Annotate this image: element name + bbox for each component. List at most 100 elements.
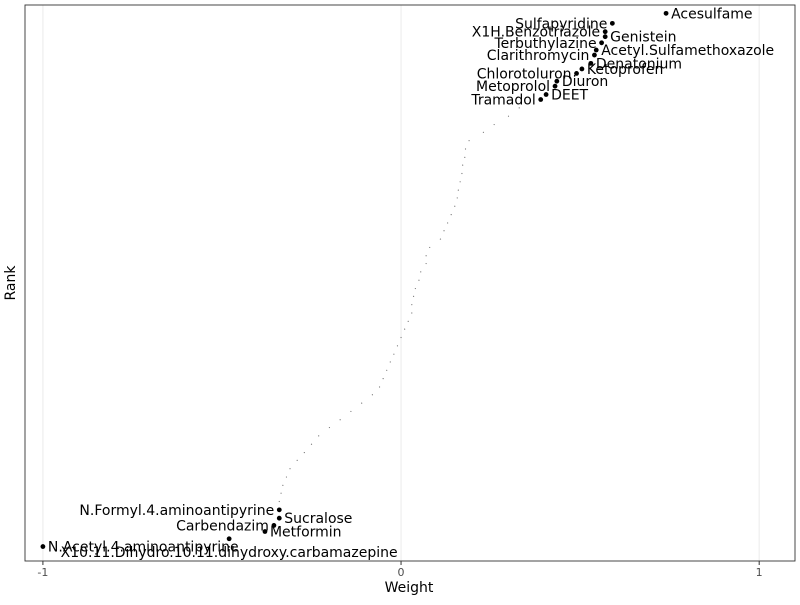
point-label: Sulfapyridine <box>515 16 607 32</box>
point-label: Acetyl.Sulfamethoxazole <box>601 43 774 59</box>
minor-point <box>303 451 305 454</box>
data-point <box>276 507 282 513</box>
minor-point <box>378 386 381 388</box>
x-axis: -1 0 1 <box>37 561 763 579</box>
point-label: Denatonium <box>596 56 682 72</box>
point-label: Diuron <box>562 74 608 90</box>
data-point <box>579 66 585 72</box>
minor-points <box>278 107 520 503</box>
data-point <box>592 52 597 58</box>
data-point <box>663 10 669 16</box>
minor-point <box>282 484 284 486</box>
point-labels: Acesulfame SulfapyridineX1H.Benzotriazole… <box>48 6 774 560</box>
minor-point <box>482 131 485 133</box>
minor-point <box>461 172 463 175</box>
point-label: X1H.Benzotriazole <box>472 25 600 41</box>
point-label: N.Formyl.4.aminoantipyrine <box>79 503 274 519</box>
minor-point <box>278 500 280 503</box>
data-point <box>271 523 277 528</box>
point-label: Metoprolol <box>476 79 550 95</box>
minor-point <box>464 156 466 158</box>
minor-point <box>411 312 413 314</box>
gridlines <box>42 5 760 561</box>
point-label: Terbuthylazine <box>493 36 596 52</box>
data-point <box>552 83 558 89</box>
y-axis-title: Rank <box>3 265 19 301</box>
minor-point <box>396 345 399 347</box>
minor-point <box>386 369 388 371</box>
data-point <box>554 78 560 84</box>
minor-point <box>462 164 464 166</box>
data-point <box>602 34 608 40</box>
minor-point <box>350 410 352 413</box>
point-label: Metformin <box>270 525 342 541</box>
data-point <box>226 536 232 542</box>
x-tick-label: -1 <box>37 566 48 579</box>
minor-point <box>468 140 470 142</box>
minor-point <box>443 230 445 232</box>
minor-point <box>457 189 459 191</box>
point-label: Chlorotoluron <box>477 66 572 82</box>
data-point <box>574 70 579 76</box>
minor-point <box>389 361 391 363</box>
minor-point <box>425 255 427 257</box>
data-point <box>609 20 615 26</box>
x-tick-label: 1 <box>756 566 763 579</box>
minor-point <box>328 426 331 429</box>
labeled-points <box>40 10 669 549</box>
data-point <box>262 529 268 534</box>
point-label: Acesulfame <box>671 6 752 22</box>
data-point <box>538 97 544 102</box>
minor-point <box>310 443 313 445</box>
minor-point <box>429 246 431 249</box>
data-point <box>543 92 549 97</box>
minor-point <box>404 328 406 330</box>
point-label: Clarithromycin <box>487 48 590 64</box>
data-point <box>588 60 594 66</box>
point-label: Tramadol <box>470 93 535 109</box>
point-label: Genistein <box>610 30 676 46</box>
data-point <box>602 29 608 35</box>
minor-point <box>412 295 415 297</box>
minor-point <box>411 304 413 306</box>
minor-point <box>414 287 416 290</box>
x-axis-title: Weight <box>385 580 434 596</box>
x-tick-label: 0 <box>398 566 405 579</box>
point-label: X10.11.Dihydro.10.11.dihydroxy.carbamaze… <box>61 545 398 561</box>
minor-point <box>371 394 373 396</box>
minor-point <box>425 262 427 265</box>
minor-point <box>420 271 422 273</box>
minor-point <box>454 205 456 207</box>
point-label: Ketoprofen <box>587 62 663 78</box>
minor-point <box>339 419 341 421</box>
minor-point <box>280 492 282 494</box>
data-point <box>593 47 599 53</box>
minor-point <box>407 320 409 322</box>
plot-panel <box>25 5 795 561</box>
minor-point <box>289 468 291 470</box>
minor-point <box>507 115 510 117</box>
point-label: DEET <box>551 88 588 104</box>
data-point <box>276 515 282 521</box>
minor-point <box>418 279 420 281</box>
minor-point <box>464 148 467 150</box>
minor-point <box>382 378 384 380</box>
minor-point <box>493 123 495 126</box>
data-point <box>599 40 605 46</box>
data-point <box>40 544 46 549</box>
minor-point <box>296 459 298 461</box>
minor-point <box>318 435 320 437</box>
minor-point <box>361 402 363 404</box>
minor-point <box>400 336 402 339</box>
minor-point <box>518 107 520 109</box>
minor-point <box>285 476 288 478</box>
point-label: Sucralose <box>284 511 352 527</box>
minor-point <box>439 238 442 240</box>
point-label: Carbendazim <box>176 518 269 534</box>
point-label: N.Acetyl.4.aminoantipyrine <box>48 540 239 556</box>
minor-point <box>393 353 395 355</box>
minor-point <box>450 214 452 216</box>
plot-border <box>24 4 796 562</box>
minor-point <box>456 197 458 199</box>
